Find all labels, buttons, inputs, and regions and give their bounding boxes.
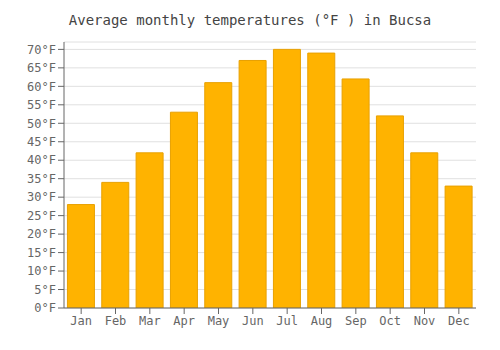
svg-text:Dec: Dec <box>448 314 470 328</box>
svg-text:Feb: Feb <box>105 314 127 328</box>
svg-text:5°F: 5°F <box>34 283 56 297</box>
svg-text:Sep: Sep <box>345 314 367 328</box>
svg-text:Apr: Apr <box>173 314 195 328</box>
svg-text:Jul: Jul <box>276 314 298 328</box>
svg-text:May: May <box>208 314 230 328</box>
svg-text:25°F: 25°F <box>27 209 56 223</box>
svg-text:40°F: 40°F <box>27 153 56 167</box>
svg-text:45°F: 45°F <box>27 135 56 149</box>
svg-text:Nov: Nov <box>414 314 436 328</box>
svg-text:Jan: Jan <box>70 314 92 328</box>
svg-text:15°F: 15°F <box>27 246 56 260</box>
svg-text:65°F: 65°F <box>27 61 56 75</box>
svg-text:Jun: Jun <box>242 314 264 328</box>
html-text:Average monthly temperatures (: Average monthly temperatures (°F ) in Bu… <box>68 12 432 28</box>
svg-text:0°F: 0°F <box>34 301 56 315</box>
svg-text:10°F: 10°F <box>27 264 56 278</box>
svg-text:70°F: 70°F <box>27 43 56 57</box>
svg-text:60°F: 60°F <box>27 80 56 94</box>
svg-text:20°F: 20°F <box>27 227 56 241</box>
svg-text:Mar: Mar <box>139 314 161 328</box>
svg-text:55°F: 55°F <box>27 98 56 112</box>
svg-text:30°F: 30°F <box>27 190 56 204</box>
svg-text:Oct: Oct <box>379 314 401 328</box>
svg-text:50°F: 50°F <box>27 117 56 131</box>
svg-text:Aug: Aug <box>311 314 333 328</box>
svg-text:35°F: 35°F <box>27 172 56 186</box>
